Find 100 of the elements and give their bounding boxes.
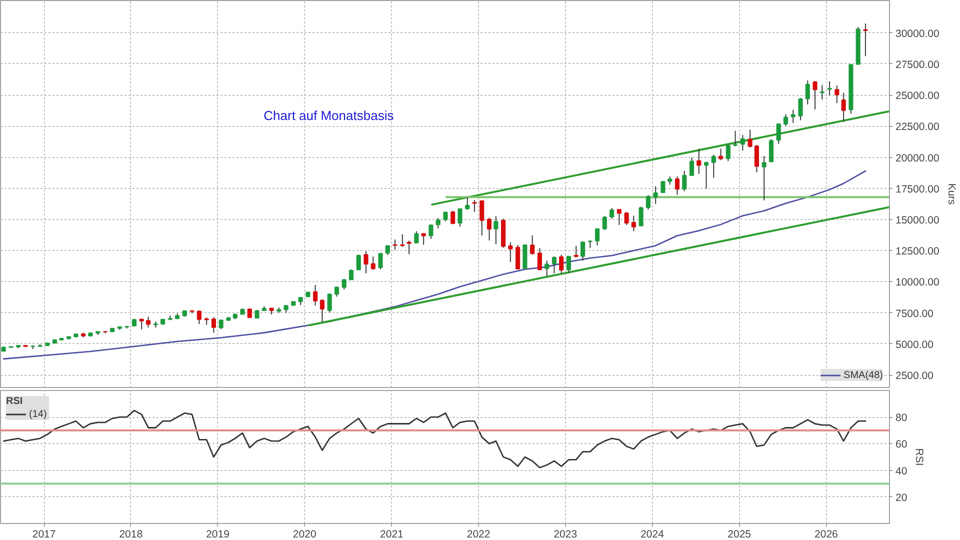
candlestick xyxy=(211,316,216,334)
candlestick xyxy=(313,284,318,306)
y-tick-label: 2500.00 xyxy=(896,370,934,382)
candlestick xyxy=(740,134,745,152)
candlestick xyxy=(783,114,788,126)
candlestick xyxy=(428,224,434,240)
candlestick xyxy=(580,240,586,262)
candlestick xyxy=(414,230,419,244)
x-tick-label: 2019 xyxy=(206,528,230,540)
candlestick xyxy=(834,84,840,104)
y-tick-label: 10000.00 xyxy=(896,276,940,289)
y-tick-label: 20000.00 xyxy=(896,152,940,164)
candlestick xyxy=(508,242,513,262)
candlestick xyxy=(480,200,484,236)
y-tick-label: 20 xyxy=(896,492,908,504)
x-tick-label: 2025 xyxy=(728,528,752,540)
candlestick xyxy=(616,208,622,226)
x-tick-label: 2018 xyxy=(119,528,143,540)
candlestick xyxy=(602,216,607,230)
y-tick-label: 30000.00 xyxy=(896,28,940,40)
candlestick xyxy=(566,255,572,274)
candlestick xyxy=(733,130,738,147)
candlestick xyxy=(516,244,520,270)
candlestick xyxy=(537,248,542,271)
candlestick xyxy=(450,210,456,225)
candlestick xyxy=(827,80,832,96)
legend-label: SMA(48) xyxy=(844,369,883,381)
candlestick xyxy=(704,161,709,190)
y-tick-label: 7500.00 xyxy=(896,308,934,320)
candlestick xyxy=(624,212,629,226)
y-tick-label: 80 xyxy=(896,412,908,424)
y-tick-label: 12500.00 xyxy=(896,246,940,258)
candlestick xyxy=(385,245,390,256)
candlestick xyxy=(139,318,144,330)
y-tick-label: 60 xyxy=(896,438,908,451)
y-tick-label: 25000.00 xyxy=(896,90,940,102)
candlestick xyxy=(631,215,636,232)
candlestick xyxy=(574,245,578,258)
candlestick xyxy=(218,319,224,330)
candlestick xyxy=(726,144,730,162)
line-series xyxy=(2,410,866,468)
candlestick xyxy=(196,310,202,325)
candlestick xyxy=(748,129,752,148)
x-tick-label: 2026 xyxy=(814,528,838,540)
candlestick xyxy=(768,138,774,163)
candlestick xyxy=(674,176,680,196)
candlestick xyxy=(841,92,846,122)
candlestick xyxy=(364,250,368,274)
candlestick xyxy=(812,80,818,110)
annotation: Chart auf Monatsbasis xyxy=(264,108,394,123)
y-tick-label: 17500.00 xyxy=(896,183,940,196)
candlestick xyxy=(820,84,824,100)
candlestick xyxy=(711,154,716,178)
candlestick xyxy=(443,212,448,222)
candlestick xyxy=(689,157,694,176)
line-series xyxy=(2,170,866,360)
candlestick xyxy=(776,123,781,144)
candlestick xyxy=(370,256,376,270)
legend-title: RSI xyxy=(6,396,24,407)
candlestick xyxy=(472,199,477,212)
candlestick xyxy=(436,218,440,229)
candlestick xyxy=(486,217,492,241)
candlestick xyxy=(646,194,650,210)
x-tick-label: 2021 xyxy=(380,528,404,540)
legend-label: (14) xyxy=(29,408,48,420)
candlestick xyxy=(406,240,412,255)
candlestick xyxy=(400,234,405,248)
candlestick xyxy=(522,244,528,269)
candlestick xyxy=(682,170,687,192)
candlestick xyxy=(559,254,564,274)
y-tick-label: 5000.00 xyxy=(896,338,934,351)
candlestick xyxy=(146,316,151,328)
candlestick xyxy=(494,216,498,245)
x-tick-label: 2017 xyxy=(32,528,56,540)
candlestick xyxy=(465,196,470,210)
candlestick xyxy=(530,234,535,256)
x-tick-label: 2020 xyxy=(292,528,316,540)
candlestick xyxy=(334,286,340,298)
y-tick-label: 27500.00 xyxy=(896,58,940,71)
candlestick xyxy=(653,186,658,204)
candlestick xyxy=(610,207,614,220)
candlestick xyxy=(762,156,766,201)
candlestick xyxy=(863,23,868,57)
y-tick-label: 40 xyxy=(896,465,908,478)
candlestick xyxy=(754,144,760,173)
candlestick xyxy=(327,293,332,313)
candlestick xyxy=(348,269,354,280)
x-tick-label: 2022 xyxy=(466,528,490,540)
x-tick-label: 2023 xyxy=(554,528,578,540)
candlestick xyxy=(798,97,803,121)
candlestick xyxy=(552,256,557,274)
candlestick xyxy=(595,228,600,246)
y-axis-title: RSI xyxy=(913,448,926,466)
candlestick xyxy=(378,252,383,270)
candlestick xyxy=(421,232,426,246)
candlestick xyxy=(458,208,462,227)
candlestick xyxy=(718,148,724,161)
candlestick xyxy=(696,148,702,174)
candlestick xyxy=(320,298,324,322)
candlestick xyxy=(392,239,398,250)
